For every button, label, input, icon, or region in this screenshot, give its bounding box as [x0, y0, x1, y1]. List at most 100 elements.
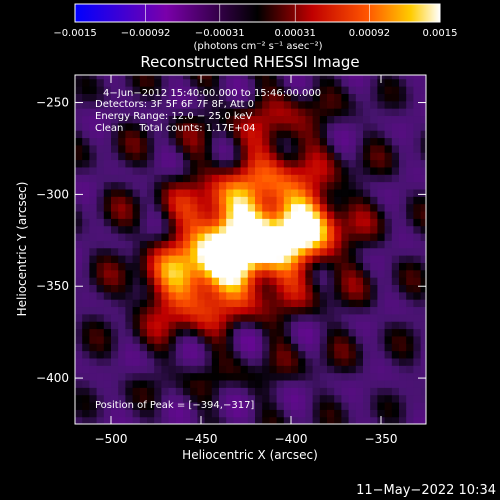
heatmap-cell: [312, 159, 321, 168]
heatmap-cell: [327, 291, 335, 300]
heatmap-cell: [269, 262, 278, 271]
heatmap-cell: [75, 357, 83, 366]
heatmap-cell: [219, 240, 227, 249]
heatmap-cell: [334, 196, 342, 205]
heatmap-cell: [197, 86, 206, 94]
heatmap-cell: [319, 174, 328, 183]
heatmap-cell: [341, 379, 350, 388]
heatmap-cell: [118, 416, 126, 424]
heatmap-cell: [283, 203, 292, 212]
heatmap-cell: [262, 75, 270, 80]
heatmap-cell: [341, 372, 350, 381]
heatmap-cell: [103, 401, 112, 410]
heatmap-cell: [327, 196, 335, 205]
heatmap-cell: [298, 247, 306, 256]
heatmap-cell: [327, 188, 335, 197]
heatmap-cell: [111, 372, 119, 381]
heatmap-cell: [319, 350, 328, 359]
heatmap-cell: [147, 394, 155, 403]
heatmap-cell: [247, 262, 256, 271]
heatmap-cell: [384, 269, 393, 278]
heatmap-cell: [406, 174, 414, 183]
heatmap-cell: [103, 86, 112, 94]
heatmap-cell: [175, 409, 184, 418]
heatmap-cell: [219, 343, 227, 352]
heatmap-cell: [161, 284, 170, 293]
heatmap-cell: [269, 108, 278, 117]
heatmap-cell: [82, 144, 90, 153]
heatmap-cell: [175, 306, 184, 315]
heatmap-cell: [139, 365, 148, 374]
heatmap-cell: [363, 299, 371, 308]
heatmap-cell: [276, 218, 285, 227]
heatmap-cell: [111, 277, 119, 285]
heatmap-cell: [255, 328, 263, 337]
heatmap-cell: [399, 137, 407, 146]
heatmap-cell: [197, 335, 206, 344]
heatmap-cell: [139, 416, 148, 424]
heatmap-cell: [327, 321, 335, 330]
heatmap-cell: [139, 240, 148, 249]
heatmap-cell: [168, 232, 177, 241]
heatmap-cell: [168, 277, 177, 285]
heatmap-cell: [276, 203, 285, 212]
heatmap-cell: [125, 75, 134, 80]
heatmap-cell: [154, 262, 162, 271]
heatmap-cell: [240, 86, 249, 94]
heatmap-cell: [197, 328, 206, 337]
heatmap-cell: [355, 262, 364, 271]
heatmap-cell: [219, 321, 227, 330]
heatmap-cell: [168, 75, 177, 80]
heatmap-cell: [363, 144, 371, 153]
heatmap-cell: [154, 93, 162, 102]
heatmap-cell: [384, 394, 393, 403]
heatmap-cell: [168, 335, 177, 344]
heatmap-cell: [262, 357, 270, 366]
heatmap-cell: [312, 122, 321, 131]
heatmap-cell: [319, 328, 328, 337]
heatmap-cell: [168, 357, 177, 366]
heatmap-cell: [233, 166, 242, 175]
heatmap-cell: [391, 350, 400, 359]
heatmap-cell: [305, 269, 314, 278]
heatmap-cell: [319, 159, 328, 168]
heatmap-cell: [291, 137, 299, 146]
heatmap-cell: [175, 416, 184, 424]
heatmap-cell: [283, 122, 292, 131]
heatmap-cell: [132, 387, 141, 396]
heatmap-cell: [75, 416, 83, 424]
heatmap-cell: [82, 328, 90, 337]
heatmap-cell: [233, 203, 242, 212]
heatmap-cell: [89, 174, 98, 183]
heatmap-cell: [355, 210, 364, 219]
heatmap-cell: [348, 299, 357, 308]
heatmap-cell: [161, 321, 170, 330]
heatmap-cell: [190, 130, 198, 139]
heatmap-cell: [391, 137, 400, 146]
heatmap-cell: [161, 225, 170, 234]
heatmap-cell: [204, 379, 213, 388]
heatmap-cell: [96, 240, 105, 249]
heatmap-cell: [226, 196, 234, 205]
heatmap-cell: [111, 122, 119, 131]
heatmap-cell: [154, 401, 162, 410]
heatmap-cell: [204, 387, 213, 396]
heatmap-cell: [125, 166, 134, 175]
heatmap-cell: [406, 159, 414, 168]
heatmap-cell: [82, 225, 90, 234]
heatmap-cell: [305, 203, 314, 212]
heatmap-cell: [219, 93, 227, 102]
heatmap-cell: [111, 181, 119, 190]
heatmap-cell: [82, 137, 90, 146]
heatmap-cell: [240, 166, 249, 175]
heatmap-cell: [96, 225, 105, 234]
heatmap-cell: [399, 75, 407, 80]
heatmap-cell: [348, 130, 357, 139]
heatmap-cell: [219, 262, 227, 271]
heatmap-cell: [111, 416, 119, 424]
heatmap-cell: [183, 365, 191, 374]
heatmap-cell: [370, 159, 378, 168]
heatmap-cell: [334, 321, 342, 330]
heatmap-cell: [283, 93, 292, 102]
heatmap-cell: [406, 262, 414, 271]
